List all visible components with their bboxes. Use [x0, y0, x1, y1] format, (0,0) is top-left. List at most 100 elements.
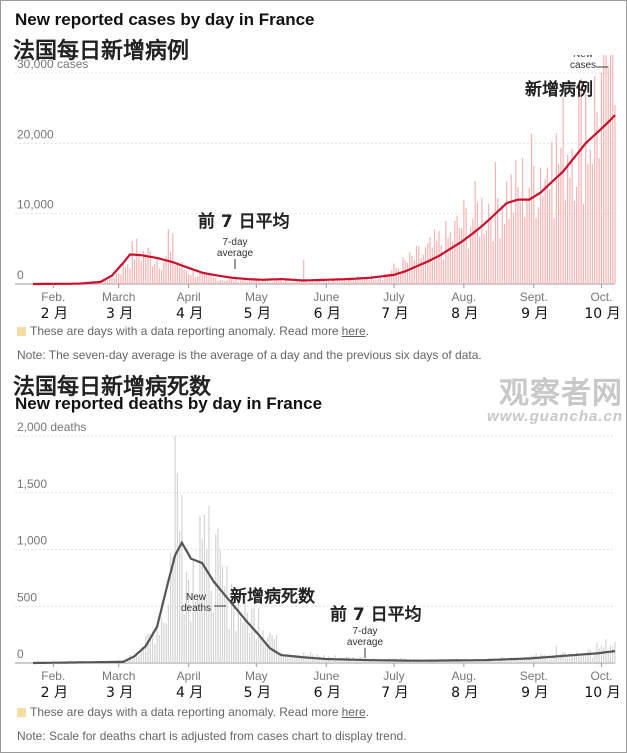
daily-bar [465, 207, 467, 284]
daily-bar [440, 245, 442, 284]
daily-bar [506, 181, 508, 284]
daily-bar [411, 256, 413, 284]
daily-bar [569, 657, 571, 663]
daily-bar [314, 656, 316, 663]
daily-bar [300, 656, 303, 663]
daily-bar [591, 658, 594, 663]
daily-bar [479, 236, 481, 284]
avg-annotation-en: 7-day [352, 626, 377, 637]
daily-bar [548, 189, 551, 284]
x-month-label-cn: 10 月 [584, 685, 620, 701]
daily-bar [431, 247, 433, 284]
daily-bar [600, 645, 603, 663]
daily-bar [395, 267, 397, 284]
daily-bar [282, 281, 284, 284]
daily-bar [145, 257, 147, 284]
daily-bar [253, 607, 255, 663]
x-month-label-cn: 8 月 [451, 306, 478, 322]
daily-bar [499, 238, 501, 284]
daily-bar [122, 263, 124, 284]
daily-bar [176, 473, 178, 663]
daily-bar [524, 657, 526, 663]
daily-bar [528, 656, 530, 663]
daily-bar [591, 164, 594, 284]
new-annotation-en: New [186, 592, 207, 603]
daily-bar [350, 279, 352, 284]
daily-bar [291, 282, 294, 284]
daily-bar [129, 268, 131, 284]
daily-bar [257, 280, 260, 284]
daily-bar [567, 154, 569, 284]
daily-bar [149, 633, 151, 663]
daily-bar [111, 278, 113, 284]
daily-bar [580, 655, 582, 663]
x-month-label: Aug. [452, 290, 477, 304]
x-month-label: June [313, 669, 339, 683]
daily-bar [298, 279, 300, 284]
daily-bar [587, 163, 589, 284]
deaths-title-en: New reported deaths by day in France [15, 394, 323, 413]
daily-bar [607, 65, 609, 284]
daily-bar [373, 280, 375, 284]
daily-bar [447, 661, 449, 663]
cases-anomaly-text: These are days with a data reporting ano… [30, 324, 339, 338]
daily-bar [127, 660, 129, 663]
y-tick-label: 500 [17, 590, 37, 604]
cases-anomaly-link[interactable]: here [341, 324, 366, 338]
daily-bar [445, 660, 447, 663]
daily-bar [528, 187, 530, 284]
x-month-label: April [177, 669, 201, 683]
daily-bar [555, 645, 557, 663]
daily-bar [167, 604, 169, 663]
daily-bar [521, 157, 524, 284]
watermark-line1: 观察者网 [499, 376, 623, 411]
daily-bar [488, 203, 490, 284]
daily-bar [149, 251, 151, 284]
daily-bar [219, 550, 221, 663]
daily-bar [235, 630, 237, 663]
daily-bar [533, 655, 535, 663]
anomaly-swatch [17, 707, 26, 717]
daily-bar [370, 274, 372, 284]
daily-bar [612, 646, 614, 663]
daily-bar [573, 656, 575, 663]
daily-bar [188, 579, 190, 663]
daily-bar [558, 164, 560, 284]
daily-bar [481, 661, 483, 663]
seven-day-average-line [33, 114, 616, 286]
y-tick-label: 2,000 deaths [17, 420, 86, 434]
x-month-label: Sept. [520, 669, 548, 683]
daily-bar [194, 277, 197, 284]
daily-bar [492, 661, 494, 663]
daily-bar [147, 247, 149, 284]
daily-bar [467, 248, 469, 284]
daily-bar [138, 656, 140, 663]
daily-bar [607, 651, 609, 663]
x-month-label: Aug. [452, 669, 477, 683]
x-month-label: Oct. [590, 669, 612, 683]
x-month-label-cn: 8 月 [451, 685, 478, 701]
daily-bar [158, 635, 160, 663]
daily-bar [492, 241, 494, 284]
daily-bar [194, 601, 197, 663]
daily-bar [278, 653, 280, 663]
daily-bar [172, 556, 174, 663]
y-tick-label: 20,000 [17, 127, 54, 141]
new-annotation-en: deaths [181, 603, 211, 614]
daily-bar [494, 661, 497, 663]
x-month-label-cn: 2 月 [41, 685, 68, 701]
daily-bar [546, 167, 548, 284]
daily-bar [156, 625, 158, 663]
daily-bar [352, 277, 354, 284]
daily-bar [210, 590, 212, 663]
daily-bar [287, 281, 289, 284]
deaths-note: Note: Scale for deaths chart is adjusted… [17, 729, 407, 743]
deaths-anomaly-text: These are days with a data reporting ano… [30, 705, 339, 719]
deaths-anomaly-link[interactable]: here [341, 705, 366, 719]
daily-bar [203, 514, 206, 663]
daily-bar [594, 654, 596, 663]
daily-bar [461, 228, 463, 284]
daily-bar [115, 273, 118, 284]
daily-bar [354, 279, 357, 284]
daily-bar [142, 649, 145, 663]
